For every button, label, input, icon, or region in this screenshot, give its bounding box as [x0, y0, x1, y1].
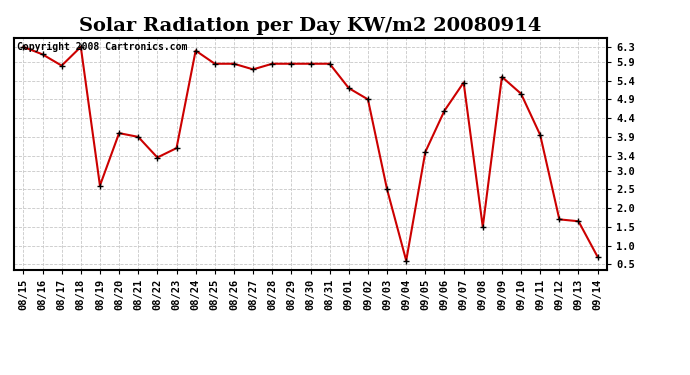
Text: Copyright 2008 Cartronics.com: Copyright 2008 Cartronics.com [17, 42, 187, 52]
Title: Solar Radiation per Day KW/m2 20080914: Solar Radiation per Day KW/m2 20080914 [79, 16, 542, 34]
